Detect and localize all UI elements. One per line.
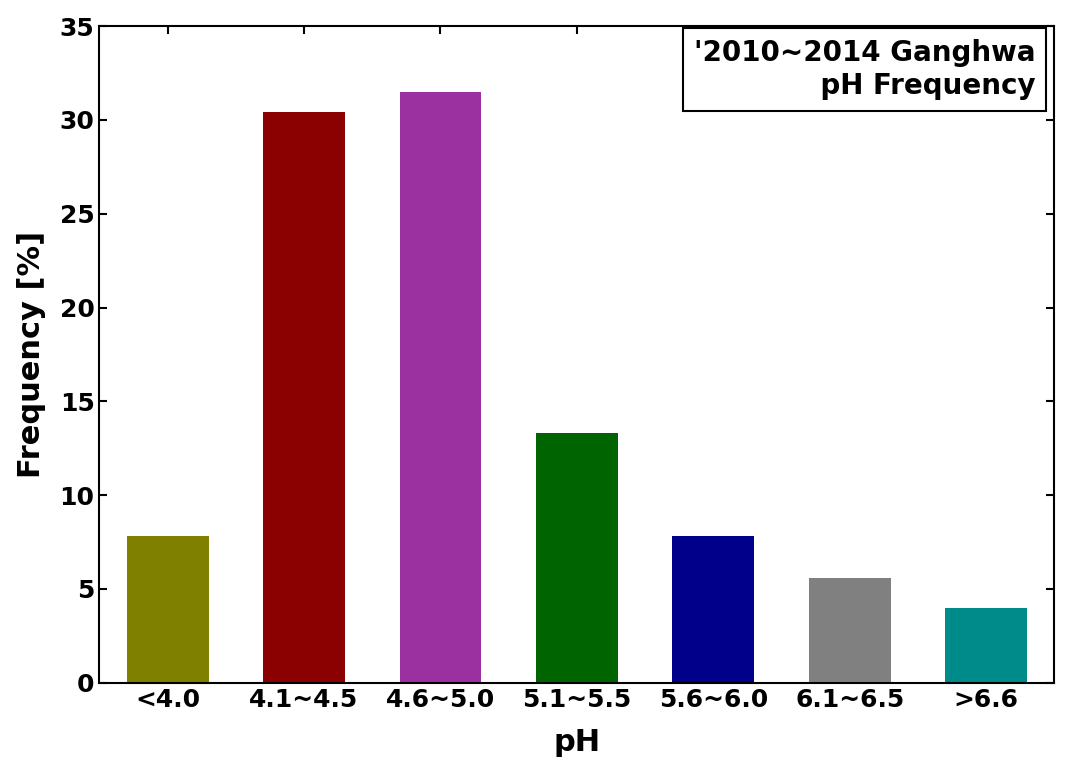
Bar [399,92,481,683]
Text: '2010~2014 Ganghwa
       pH Frequency: '2010~2014 Ganghwa pH Frequency [694,39,1036,100]
Bar [673,536,754,683]
Bar [536,433,618,683]
Bar [946,608,1027,683]
Bar [809,577,891,683]
Y-axis label: Frequency [%]: Frequency [%] [17,231,46,478]
Bar [126,536,209,683]
X-axis label: pH: pH [554,728,601,757]
Bar [263,112,345,683]
